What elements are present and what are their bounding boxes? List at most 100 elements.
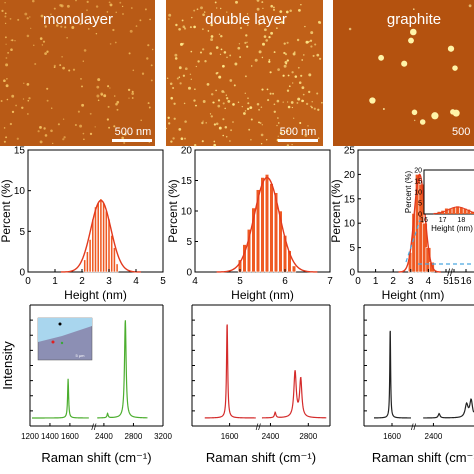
afm-particle	[190, 78, 192, 80]
afm-particle	[107, 85, 110, 88]
afm-particle	[290, 101, 294, 104]
afm-particle	[244, 41, 247, 45]
afm-particle	[28, 97, 31, 100]
afm-particle	[222, 102, 225, 105]
histogram-bar	[86, 251, 89, 273]
marker-dot-black	[58, 322, 62, 326]
inset-histogram-bar	[448, 208, 452, 214]
afm-particle	[178, 76, 181, 78]
afm-particle	[228, 21, 231, 24]
afm-particle	[209, 113, 212, 115]
y-tick-label: 25	[344, 146, 356, 157]
afm-particle	[32, 0, 35, 3]
afm-particle	[278, 122, 280, 124]
afm-particle	[89, 132, 93, 136]
histogram-bar	[96, 202, 100, 273]
afm-particle	[210, 93, 214, 96]
afm-particle	[44, 134, 48, 137]
afm-dots	[348, 4, 472, 125]
x-tick-label: 2400	[262, 432, 280, 441]
afm-particle	[86, 0, 89, 4]
afm-particle	[27, 99, 30, 102]
afm-particle	[286, 41, 289, 44]
scale-bar	[112, 139, 152, 142]
afm-particle	[258, 108, 261, 111]
afm-particle	[112, 28, 115, 32]
optical-scale-label: 5 μm	[76, 353, 86, 358]
afm-particle	[246, 41, 248, 43]
y-axis-label: Percent (%)	[329, 179, 343, 242]
afm-particle	[250, 118, 253, 121]
histogram-bar	[115, 263, 119, 273]
inset-histogram-bar	[471, 211, 474, 214]
afm-particle	[245, 34, 248, 37]
afm-particle	[266, 88, 269, 91]
x-tick-label: 2	[390, 276, 396, 287]
afm-image-graphite: graphite 500 nm	[333, 0, 474, 146]
histogram-bar	[291, 265, 297, 273]
x-tick-label: 3	[408, 276, 414, 287]
y-tick-label: 0	[19, 268, 25, 279]
inset-y-tick-label: 20	[414, 168, 422, 175]
afm-particle	[39, 125, 42, 129]
afm-particle	[239, 26, 243, 30]
axis-break-mark: //	[411, 422, 417, 432]
afm-particle	[74, 123, 77, 127]
marker-dot-green	[60, 341, 64, 345]
histogram-bar	[102, 202, 105, 273]
afm-particle	[266, 139, 268, 141]
afm-particle	[150, 79, 153, 82]
afm-particle	[286, 129, 289, 133]
afm-particle	[258, 23, 261, 26]
afm-particle	[195, 104, 197, 107]
afm-particle	[243, 112, 246, 115]
afm-particle	[293, 117, 295, 119]
afm-particle	[244, 75, 247, 78]
afm-particle	[226, 56, 228, 59]
optical-image-flake	[38, 318, 92, 342]
afm-particle	[66, 37, 68, 39]
afm-particle	[22, 98, 25, 100]
marker-dot-red	[51, 340, 55, 344]
afm-particle	[81, 103, 85, 107]
afm-particle	[123, 141, 126, 144]
y-tick-label: 10	[14, 186, 26, 197]
afm-particle	[262, 42, 265, 46]
afm-particle	[287, 74, 290, 77]
afm-particle-large	[419, 119, 426, 125]
afm-particle	[23, 82, 25, 84]
afm-particle	[246, 24, 249, 27]
axis-break-mark: //	[256, 422, 262, 432]
afm-particle	[310, 45, 313, 48]
afm-particle	[144, 8, 147, 11]
afm-particle	[247, 97, 249, 99]
afm-particle	[204, 11, 206, 13]
afm-particle	[189, 73, 192, 76]
afm-particle	[285, 10, 289, 14]
afm-particle	[21, 106, 24, 110]
afm-particle	[201, 121, 204, 125]
afm-particle	[216, 71, 219, 74]
afm-particle	[348, 27, 352, 31]
x-tick-label: 2400	[95, 432, 113, 441]
afm-particle	[237, 101, 240, 104]
afm-particle	[178, 66, 182, 70]
scale-bar-label: 500 nm	[452, 126, 474, 138]
afm-particle	[382, 108, 385, 110]
gaussian-fit-curve	[398, 173, 441, 273]
afm-particle	[127, 88, 131, 92]
afm-particle	[178, 27, 181, 31]
afm-particle	[225, 135, 228, 138]
afm-particle	[256, 7, 260, 11]
afm-particle	[224, 107, 226, 110]
afm-particle	[220, 34, 223, 38]
histogram-bar	[83, 259, 87, 273]
afm-particle	[30, 27, 32, 29]
x-tick-label: 4	[192, 276, 198, 287]
scale-bar-label: 500 nm	[115, 126, 152, 138]
afm-particle	[201, 140, 204, 143]
afm-particle	[59, 3, 62, 7]
afm-particle	[310, 105, 312, 108]
afm-particle	[1, 9, 4, 13]
afm-particle	[280, 21, 284, 24]
